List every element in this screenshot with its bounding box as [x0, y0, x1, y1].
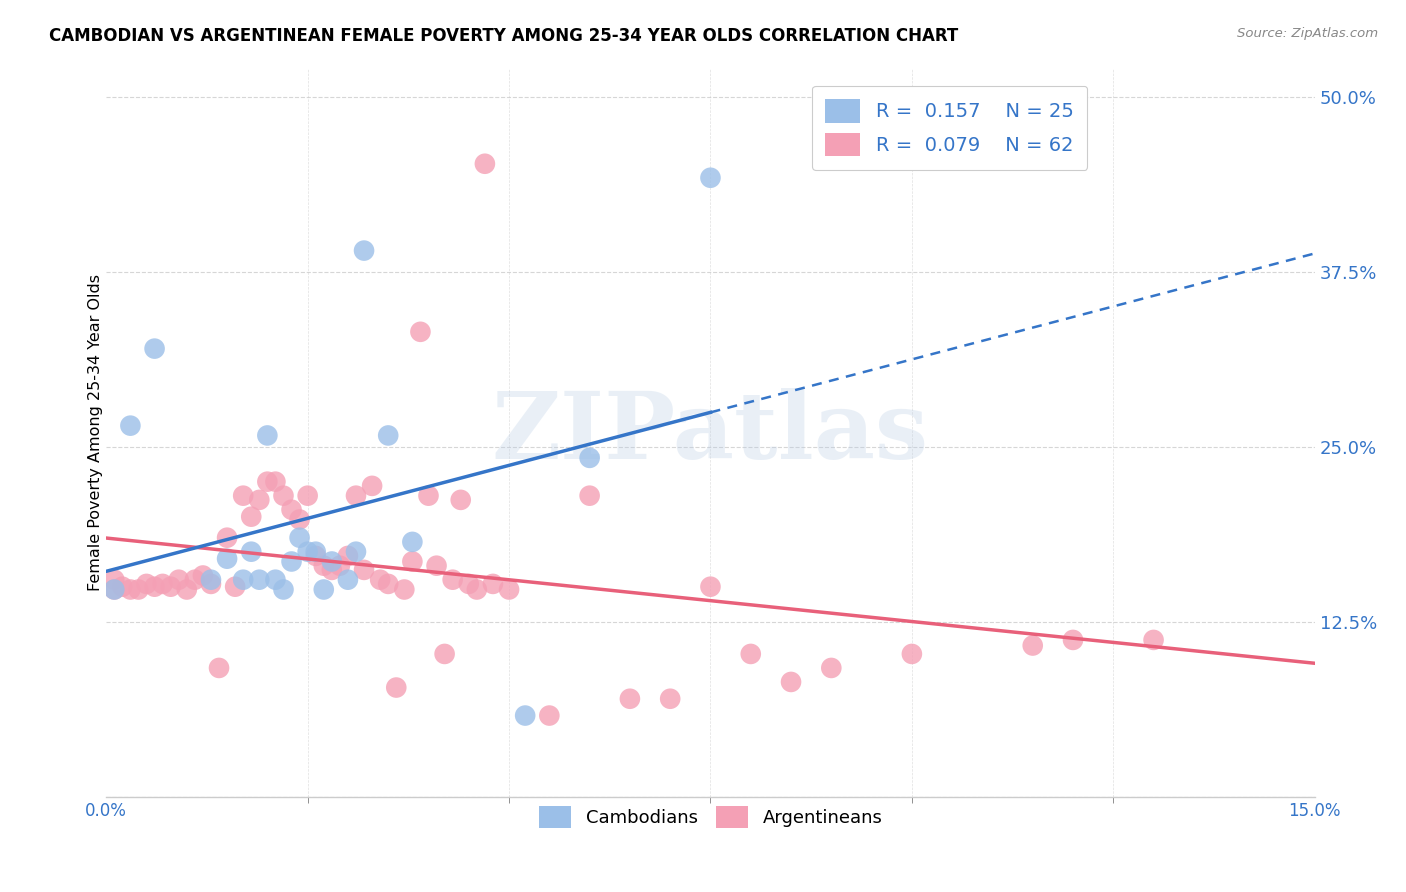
Point: [217, 551, 239, 566]
Point: [247, 492, 270, 507]
Point: [273, 489, 295, 503]
Point: [336, 573, 359, 587]
Point: [361, 479, 384, 493]
Point: [474, 157, 496, 171]
Point: [312, 558, 335, 573]
Text: Source: ZipAtlas.com: Source: ZipAtlas.com: [1237, 27, 1378, 40]
Point: [280, 502, 302, 516]
Point: [329, 558, 352, 573]
Point: [425, 558, 447, 573]
Point: [820, 661, 842, 675]
Point: [1142, 632, 1164, 647]
Point: [264, 475, 287, 489]
Point: [240, 509, 263, 524]
Point: [103, 582, 125, 597]
Point: [200, 577, 222, 591]
Point: [441, 573, 464, 587]
Legend: Cambodians, Argentineans: Cambodians, Argentineans: [531, 798, 890, 835]
Point: [305, 544, 328, 558]
Point: [1062, 632, 1084, 647]
Point: [280, 554, 302, 568]
Point: [457, 577, 479, 591]
Y-axis label: Female Poverty Among 25-34 Year Olds: Female Poverty Among 25-34 Year Olds: [87, 274, 103, 591]
Point: [224, 580, 246, 594]
Point: [297, 544, 319, 558]
Point: [465, 582, 488, 597]
Point: [273, 582, 295, 597]
Point: [409, 325, 432, 339]
Point: [232, 573, 254, 587]
Point: [240, 544, 263, 558]
Point: [578, 489, 600, 503]
Point: [377, 577, 399, 591]
Point: [619, 691, 641, 706]
Point: [368, 573, 391, 587]
Point: [433, 647, 456, 661]
Point: [1022, 639, 1045, 653]
Point: [780, 675, 803, 690]
Point: [208, 661, 231, 675]
Point: [401, 535, 423, 549]
Point: [200, 573, 222, 587]
Point: [498, 582, 520, 597]
Point: [127, 582, 149, 597]
Point: [659, 691, 682, 706]
Point: [305, 549, 328, 563]
Point: [111, 580, 134, 594]
Point: [336, 549, 359, 563]
Point: [167, 573, 190, 587]
Point: [232, 489, 254, 503]
Point: [297, 489, 319, 503]
Point: [256, 475, 278, 489]
Point: [377, 428, 399, 442]
Point: [538, 708, 561, 723]
Point: [321, 554, 343, 568]
Point: [482, 577, 505, 591]
Point: [191, 568, 214, 582]
Point: [288, 512, 311, 526]
Point: [401, 554, 423, 568]
Point: [353, 563, 375, 577]
Text: ZIPatlas: ZIPatlas: [492, 388, 929, 477]
Point: [699, 170, 721, 185]
Point: [143, 342, 166, 356]
Point: [901, 647, 924, 661]
Point: [353, 244, 375, 258]
Point: [256, 428, 278, 442]
Point: [103, 573, 125, 587]
Point: [159, 580, 181, 594]
Point: [321, 563, 343, 577]
Point: [120, 418, 142, 433]
Point: [135, 577, 157, 591]
Point: [450, 492, 472, 507]
Text: CAMBODIAN VS ARGENTINEAN FEMALE POVERTY AMONG 25-34 YEAR OLDS CORRELATION CHART: CAMBODIAN VS ARGENTINEAN FEMALE POVERTY …: [49, 27, 959, 45]
Point: [288, 531, 311, 545]
Point: [217, 531, 239, 545]
Point: [418, 489, 440, 503]
Point: [578, 450, 600, 465]
Point: [394, 582, 416, 597]
Point: [515, 708, 537, 723]
Point: [344, 544, 367, 558]
Point: [247, 573, 270, 587]
Point: [385, 681, 408, 695]
Point: [152, 577, 174, 591]
Point: [312, 582, 335, 597]
Point: [184, 573, 207, 587]
Point: [120, 582, 142, 597]
Point: [176, 582, 198, 597]
Point: [740, 647, 762, 661]
Point: [143, 580, 166, 594]
Point: [264, 573, 287, 587]
Point: [699, 580, 721, 594]
Point: [344, 489, 367, 503]
Point: [103, 582, 125, 597]
